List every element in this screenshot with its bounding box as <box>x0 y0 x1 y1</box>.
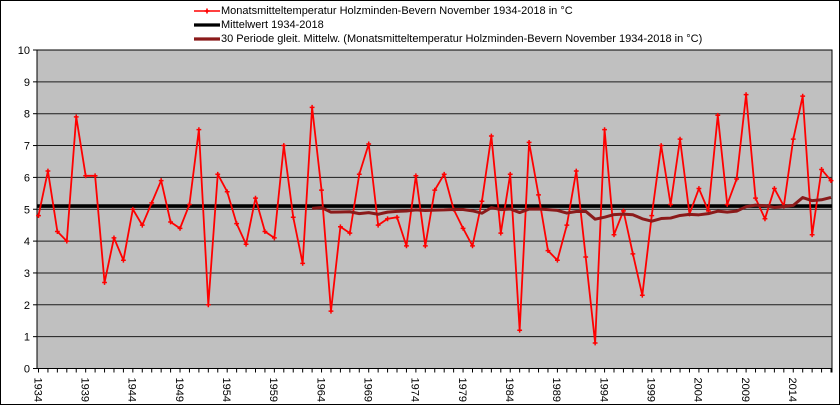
y-axis-label: 9 <box>24 77 30 89</box>
temperature-series-markers <box>36 92 834 346</box>
legend-row-mean: Mittelwert 1934-2018 <box>194 18 702 32</box>
x-axis-label: 1939 <box>78 378 90 402</box>
x-axis-label: 1959 <box>267 378 279 402</box>
moving-average-line-icon <box>194 37 220 41</box>
x-axis-label: 1964 <box>314 378 326 402</box>
y-axis-label: 10 <box>18 45 30 57</box>
x-axis-label: 1954 <box>220 378 232 402</box>
y-axis-label: 3 <box>24 268 30 280</box>
y-axis: 0 1 2 3 4 5 6 7 8 9 10 <box>18 45 37 376</box>
moving-average-line <box>311 196 832 223</box>
y-axis-label: 2 <box>24 300 30 312</box>
x-axis-label: 1934 <box>31 378 43 402</box>
x-axis-label: 1949 <box>173 378 185 402</box>
y-axis-label: 1 <box>24 332 30 344</box>
legend-label-moving-average: 30 Periode gleit. Mittelw. (Monatsmittel… <box>221 33 703 45</box>
y-axis-label: 6 <box>24 172 30 184</box>
legend-row-moving-average: 30 Periode gleit. Mittelw. (Monatsmittel… <box>194 32 702 46</box>
x-axis-label: 1944 <box>126 378 138 402</box>
y-axis-label: 4 <box>24 236 30 248</box>
x-axis-label: 1979 <box>456 378 468 402</box>
legend-label-temperature: Monatsmitteltemperatur Holzminden-Bevern… <box>221 5 573 17</box>
temperature-line-marker-icon <box>194 8 220 14</box>
legend: Monatsmitteltemperatur Holzminden-Bevern… <box>194 4 702 46</box>
y-axis-label: 7 <box>24 141 30 153</box>
y-axis-label: 8 <box>24 109 30 121</box>
legend-label-mean: Mittelwert 1934-2018 <box>221 19 324 31</box>
x-axis-label: 1999 <box>645 378 657 402</box>
legend-row-temperature: Monatsmitteltemperatur Holzminden-Bevern… <box>194 4 702 18</box>
x-axis-label: 2004 <box>692 378 704 402</box>
gridlines <box>37 81 832 338</box>
y-axis-label: 0 <box>24 364 30 376</box>
x-axis-label: 2014 <box>786 378 798 402</box>
mean-line-icon <box>194 23 220 27</box>
y-axis-label: 5 <box>24 204 30 216</box>
x-axis-label: 1969 <box>362 378 374 402</box>
x-axis-label: 1974 <box>409 378 421 402</box>
x-axis: 1934 1939 1944 1949 1954 1959 1964 1969 1974 1979… <box>31 368 833 402</box>
x-axis-label: 1994 <box>597 378 609 402</box>
x-axis-label: 1984 <box>503 378 515 402</box>
x-axis-label: 2009 <box>739 378 751 402</box>
x-axis-label: 1989 <box>550 378 562 402</box>
